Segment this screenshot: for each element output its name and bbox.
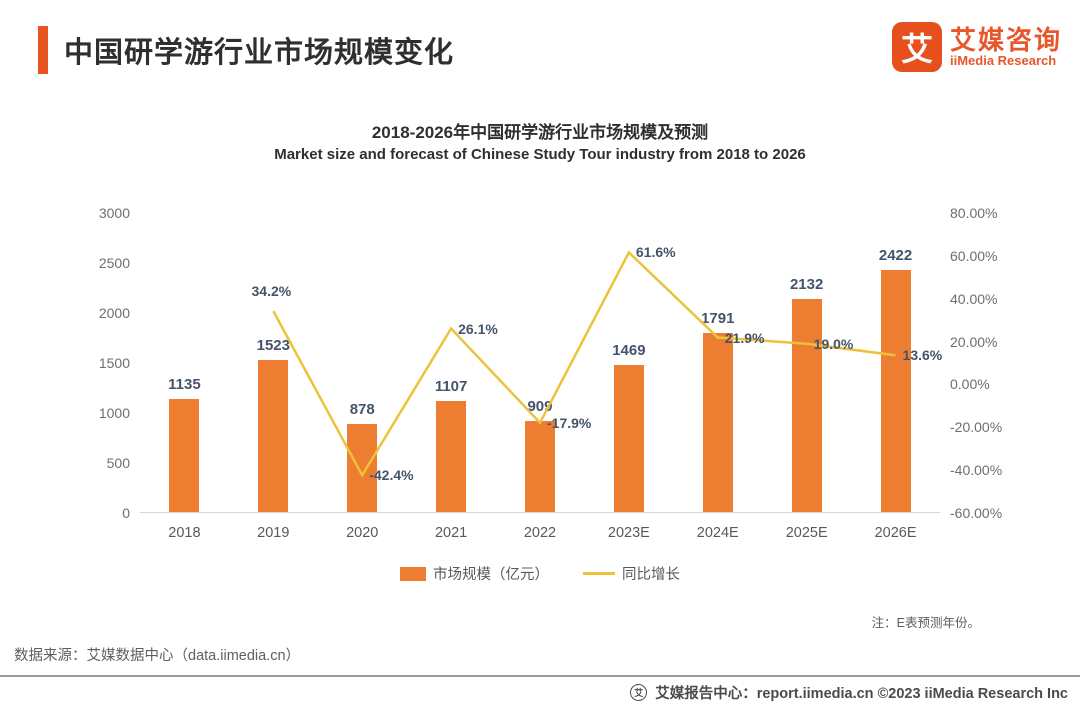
bar-value-label: 1469: [612, 342, 646, 360]
axis-tick-label: 60.00%: [950, 247, 998, 264]
right-axis: 80.00% 60.00% 40.00% 20.00% 0.00% -20.00% -40.…: [950, 205, 1040, 521]
x-label-2025E: 2025E: [785, 525, 828, 541]
bar-value-label: 1791: [701, 309, 735, 327]
growth-label-2020: -42.4%: [369, 467, 414, 484]
x-label-2019: 2019: [257, 525, 290, 541]
yoy-growth-line: [272, 250, 896, 478]
footer-report-line: 艾媒报告中心：report.iimedia.cn ©2023 iiMedia R…: [655, 686, 1068, 702]
footer-logo-icon: 艾: [630, 684, 648, 701]
bar-2023E: [613, 365, 644, 512]
bar-2026E: [880, 269, 911, 512]
bar-2019: [258, 359, 289, 512]
bar-2024E: [702, 332, 733, 512]
forecast-note: 注：E表预测年份。: [871, 616, 980, 630]
title-accent-bar: [38, 26, 48, 74]
axis-tick-label: 500: [106, 455, 130, 471]
growth-label-2021: 26.1%: [458, 320, 498, 337]
growth-label-2024E: 21.9%: [724, 329, 765, 346]
footer-divider: [0, 675, 1080, 677]
x-label-2021: 2021: [434, 525, 468, 541]
bar-value-label: 1107: [434, 378, 468, 396]
bar-2022: [525, 421, 555, 512]
axis-tick-label: -20.00%: [950, 419, 1003, 436]
axis-tick-label: -60.00%: [950, 505, 1003, 521]
line-legend-swatch: [583, 572, 615, 575]
bar-value-label: 1523: [256, 336, 290, 354]
bar-2025E: [791, 298, 822, 512]
chart-title-en: Market size and forecast of Chinese Stud…: [274, 146, 806, 163]
chart-legend: 市场规模（亿元） 同比增长: [0, 563, 1080, 584]
chart-title-block: 2018-2026年中国研学游行业市场规模及预测 Market size and…: [0, 118, 1080, 163]
x-label-2026E: 2026E: [874, 525, 917, 541]
axis-tick-label: 20.00%: [950, 333, 998, 350]
growth-label-2026E: 13.6%: [902, 347, 943, 364]
logo-brand-en: iiMedia Research: [949, 52, 1057, 68]
page-title: 中国研学游行业市场规模变化: [64, 37, 455, 69]
chart-title-zh: 2018-2026年中国研学游行业市场规模及预测: [371, 123, 709, 142]
x-label-2018: 2018: [168, 525, 201, 541]
growth-label-2023E: 61.6%: [635, 244, 676, 261]
x-label-2023E: 2023E: [607, 525, 650, 541]
bar-value-label: 2132: [789, 275, 824, 293]
x-label-2022: 2022: [523, 525, 557, 541]
iimedia-logo: 艾 艾媒咨询 iiMedia Research: [891, 22, 1062, 72]
bar-2020: [347, 424, 378, 512]
growth-label-2019: 34.2%: [251, 283, 292, 300]
axis-tick-label: 80.00%: [950, 205, 998, 221]
axis-tick-label: 0.00%: [950, 376, 990, 393]
legend-label-market-size: 市场规模（亿元）: [433, 567, 549, 583]
logo-brand-zh: 艾媒咨询: [949, 24, 1062, 55]
axis-tick-label: 0: [122, 505, 130, 521]
report-header: 中国研学游行业市场规模变化: [38, 26, 454, 74]
bar-value-label: 1135: [168, 375, 201, 393]
chart-plot-area: 1135 1523 878 1107 909 1469 1791 2132 2422 34.2% -…: [140, 213, 943, 513]
axis-tick-label: 1500: [98, 355, 130, 371]
legend-item-yoy-growth: 同比增长: [583, 563, 680, 584]
axis-tick-label: 2000: [98, 305, 130, 321]
growth-label-2022: -17.9%: [547, 414, 592, 431]
legend-item-market-size: 市场规模（亿元）: [400, 563, 549, 584]
x-axis: 2018 2019 2020 2021 2022 2023E 2024E 2025E 2026E: [140, 525, 940, 545]
bar-value-label: 878: [349, 401, 375, 419]
bar-2018: [169, 398, 200, 512]
legend-label-yoy-growth: 同比增长: [622, 567, 680, 583]
axis-tick-label: 2500: [98, 255, 130, 271]
bar-legend-swatch: [400, 566, 426, 581]
bar-value-label: 2422: [878, 246, 913, 264]
axis-tick-label: 3000: [98, 205, 130, 221]
data-source: 数据来源：艾媒数据中心（data.iimedia.cn）: [14, 648, 301, 664]
growth-label-2025E: 19.0%: [813, 335, 854, 352]
bar-2021: [436, 401, 467, 512]
axis-tick-label: 1000: [98, 405, 130, 421]
iimedia-logo-icon: 艾: [891, 22, 942, 72]
axis-tick-label: 40.00%: [950, 290, 998, 307]
x-label-2024E: 2024E: [696, 525, 739, 541]
left-axis: 3000 2500 2000 1500 1000 500 0: [60, 205, 130, 521]
x-label-2020: 2020: [346, 525, 379, 541]
axis-tick-label: -40.00%: [950, 462, 1003, 479]
footer: 艾 艾媒报告中心：report.iimedia.cn ©2023 iiMedia…: [630, 682, 1068, 703]
